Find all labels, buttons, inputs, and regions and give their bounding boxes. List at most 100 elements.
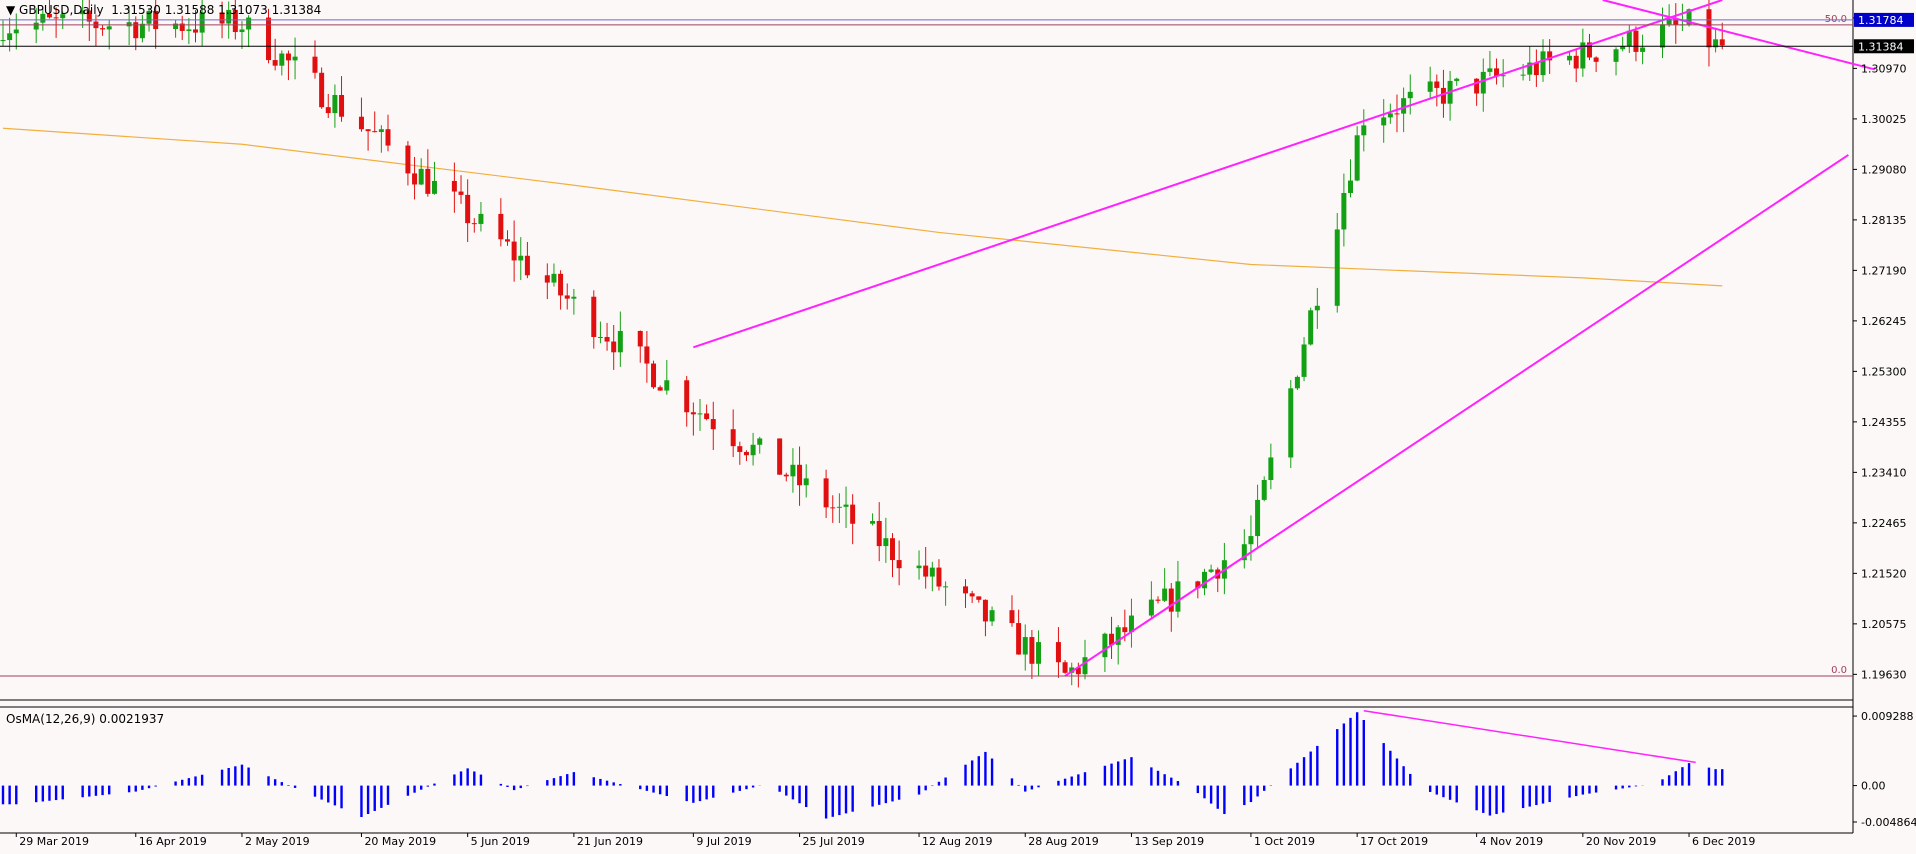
date-tick-label: 28 Aug 2019 (1028, 835, 1098, 848)
candle-body (139, 23, 145, 39)
candle-body (644, 346, 650, 364)
price-tick-label: 1.22465 (1861, 517, 1907, 530)
candle-body (1487, 68, 1493, 72)
candle-body (1434, 81, 1440, 88)
candle-body (936, 567, 942, 587)
candle-body (1036, 642, 1042, 664)
candle-body (896, 560, 902, 569)
candle-body (836, 506, 842, 508)
candle-body (730, 429, 736, 447)
candle-body (40, 13, 46, 23)
fib-high-price-tag: 1.31784 (1858, 14, 1904, 27)
candle-body (1241, 544, 1247, 561)
candle-body (1494, 68, 1500, 77)
candle-body (1341, 192, 1347, 230)
candle-body (1713, 39, 1719, 48)
candle-body (976, 596, 982, 600)
ohlc-label: 1.31530 1.31588 1.31073 1.31384 (111, 3, 322, 17)
candle-body (1547, 51, 1553, 61)
candle-body (1686, 9, 1692, 25)
candle-body (279, 53, 285, 66)
candle-body (266, 17, 272, 61)
candle-body (1593, 57, 1599, 62)
candle-body (378, 129, 384, 133)
candle-body (1620, 46, 1626, 50)
candle-body (312, 56, 318, 73)
candle-body (591, 296, 597, 338)
candle-body (425, 168, 431, 194)
candle-body (1520, 74, 1526, 76)
candle-body (365, 129, 371, 132)
candle-body (1055, 642, 1061, 663)
candle-body (1155, 599, 1161, 601)
candle-body (1580, 42, 1586, 69)
candle-body (100, 28, 106, 30)
candle-body (929, 567, 935, 577)
candle-body (651, 363, 657, 388)
candle-body (1361, 125, 1367, 136)
date-tick-label: 20 May 2019 (364, 835, 436, 848)
candle-body (1175, 581, 1181, 612)
candle-body (1062, 662, 1068, 673)
candle-body (1248, 536, 1254, 545)
candle-body (504, 239, 510, 242)
indicator-header: OsMA(12,26,9) 0.0021937 (6, 712, 164, 726)
candle-body (617, 330, 623, 353)
candle-body (551, 273, 557, 283)
candle-body (193, 29, 199, 33)
candle-body (597, 336, 603, 338)
date-tick-label: 6 Dec 2019 (1692, 835, 1755, 848)
trendline[interactable] (1602, 0, 1876, 71)
current-price-tag: 1.31384 (1858, 40, 1904, 53)
candle-body (358, 116, 364, 130)
candle-body (332, 94, 338, 114)
candle-body (1474, 78, 1480, 94)
candle-body (33, 22, 39, 30)
candle-body (272, 60, 278, 66)
candle-body (1586, 42, 1592, 58)
candle-body (1148, 599, 1154, 616)
price-tick-label: 1.19630 (1861, 668, 1907, 681)
candle-body (431, 180, 437, 194)
candle-body (1128, 615, 1134, 633)
price-tick-label: 1.30970 (1861, 62, 1907, 75)
candle-body (13, 29, 19, 34)
candle-body (179, 23, 185, 31)
candle-body (319, 72, 325, 108)
candle-body (1480, 71, 1486, 94)
candle-body (1626, 30, 1632, 47)
candle-body (1168, 588, 1174, 612)
trendline[interactable] (1064, 154, 1849, 677)
candle-body (1294, 376, 1300, 389)
osma-tick-label: 0.00 (1861, 780, 1886, 793)
candle-body (232, 9, 238, 33)
candle-body (777, 438, 783, 475)
candle-body (923, 565, 929, 577)
candle-body (1201, 571, 1207, 589)
candle-body (1102, 633, 1108, 658)
candle-body (843, 504, 849, 507)
chart-header: ▼ GBPUSD,Daily 1.31530 1.31588 1.31073 1… (6, 3, 321, 17)
osma-tick-label: -0.004864 (1861, 816, 1916, 829)
date-tick-label: 21 Jun 2019 (577, 835, 643, 848)
collapse-triangle-icon[interactable]: ▼ (6, 3, 20, 17)
candle-body (219, 12, 225, 24)
price-tick-label: 1.24355 (1861, 416, 1907, 429)
date-tick-label: 13 Sep 2019 (1134, 835, 1204, 848)
candle-body (558, 273, 564, 296)
candle-body (471, 223, 477, 225)
candle-body (989, 610, 995, 622)
candle-body (405, 145, 411, 174)
price-tick-label: 1.26245 (1861, 315, 1907, 328)
price-tick-label: 1.30025 (1861, 113, 1907, 126)
osma-trendline[interactable] (1363, 710, 1696, 764)
trendline[interactable] (693, 0, 1723, 349)
candle-body (544, 275, 550, 283)
candle-body (518, 255, 524, 261)
date-tick-label: 29 Mar 2019 (19, 835, 89, 848)
osma-label: OsMA(12,26,9) 0.0021937 (6, 712, 165, 726)
candle-body (292, 56, 298, 61)
candle-body (969, 593, 975, 597)
candle-body (611, 341, 617, 353)
